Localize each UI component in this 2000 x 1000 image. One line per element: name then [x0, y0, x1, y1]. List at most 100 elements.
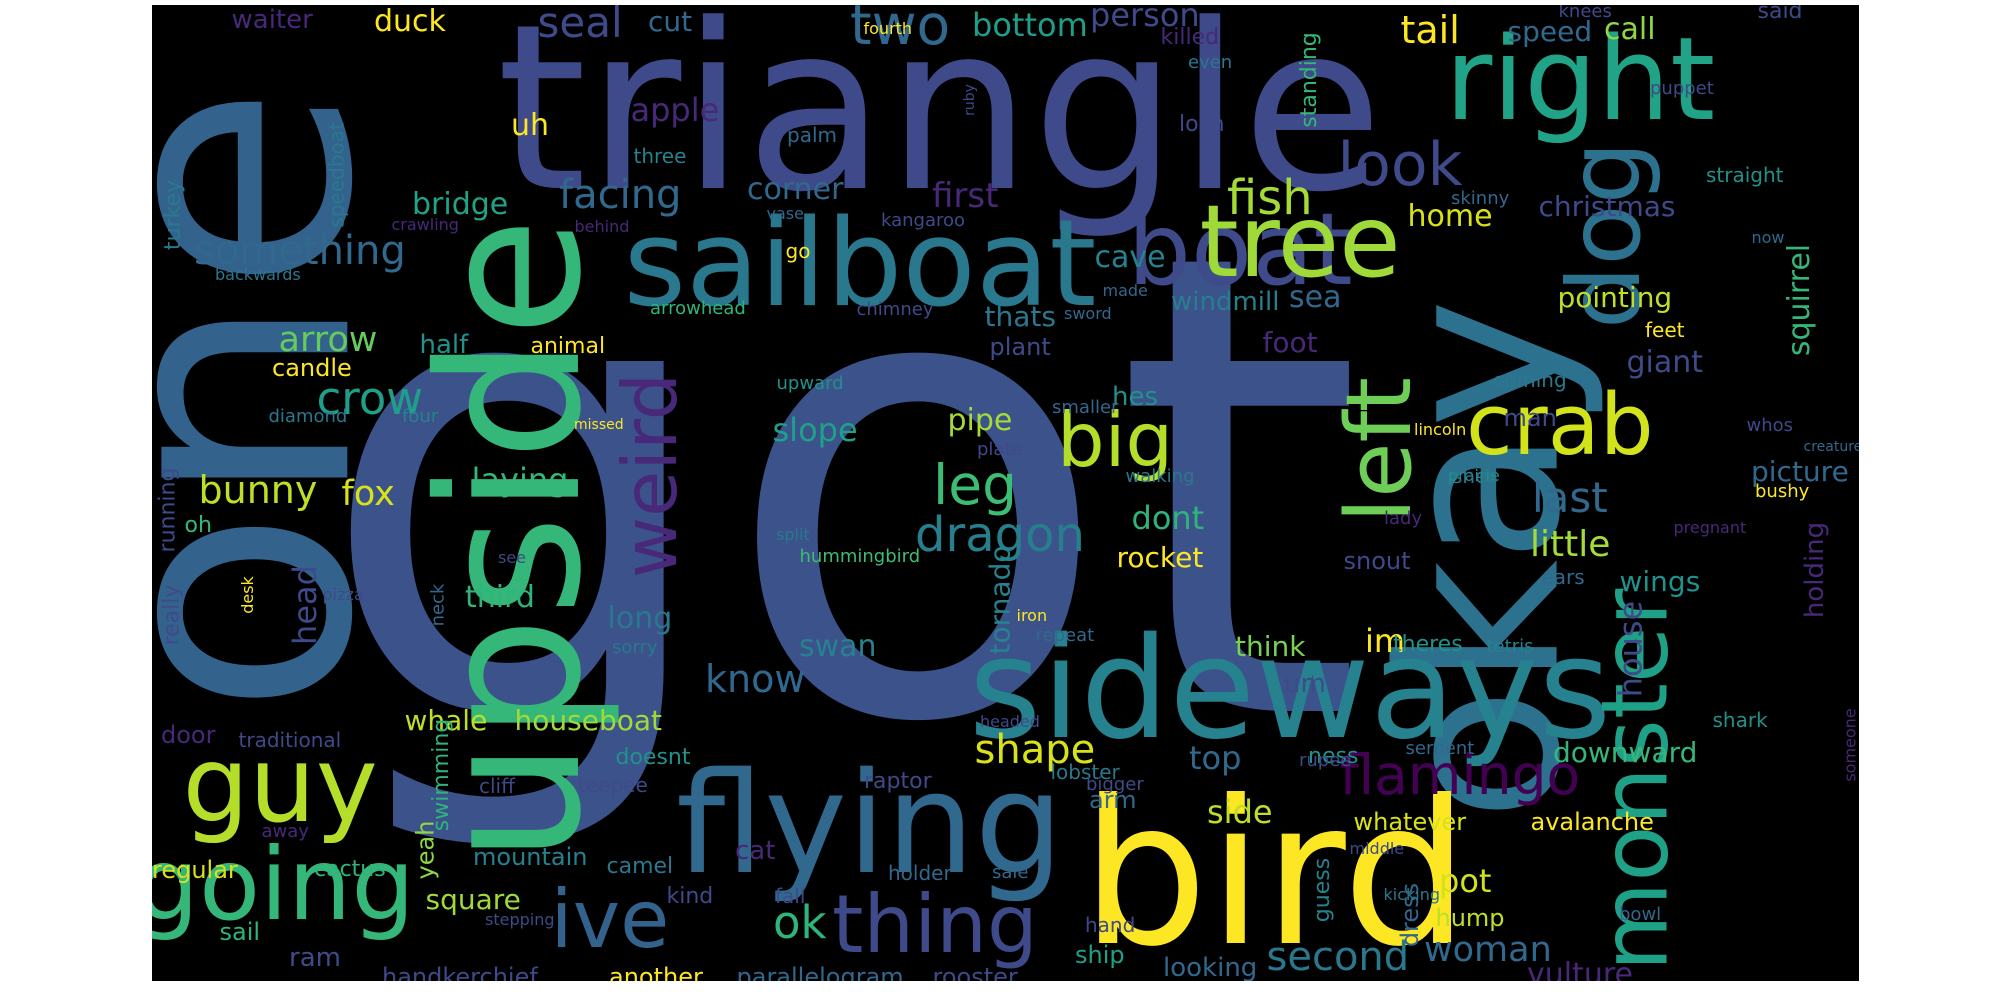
word-knees: knees [1558, 5, 1612, 22]
word-really: really [158, 584, 184, 646]
word-camel: camel [606, 854, 674, 879]
word-um: um [1284, 669, 1326, 699]
word-desk: desk [237, 576, 257, 614]
word-pregnant: pregnant [1673, 518, 1747, 537]
word-foot: foot [1262, 326, 1318, 359]
word-iron: iron [1016, 606, 1048, 625]
word-traditional: traditional [238, 728, 342, 752]
word-bowl: bowl [1619, 904, 1662, 925]
word-side: side [1207, 793, 1273, 831]
word-leg: leg [933, 452, 1018, 517]
word-away: away [261, 821, 309, 842]
word-facing: facing [559, 172, 682, 218]
word-holding: holding [1800, 521, 1831, 619]
word-arrow: arrow [278, 319, 378, 360]
word-mountain: mountain [473, 843, 588, 871]
word-call: call [1604, 12, 1656, 47]
word-rocket: rocket [1116, 541, 1204, 574]
word-ram: ram [289, 943, 341, 973]
word-speedboat: speedboat [324, 122, 349, 228]
word-raptor: raptor [864, 769, 932, 794]
word-palm: palm [787, 123, 837, 147]
word-swan: swan [799, 629, 877, 664]
word-sorry: sorry [612, 637, 658, 658]
word-houseboat: houseboat [514, 704, 662, 737]
word-cut: cut [648, 5, 693, 38]
word-bushy: bushy [1755, 481, 1810, 502]
word-smaller: smaller [1052, 397, 1119, 418]
word-ok: ok [773, 895, 827, 949]
word-puppet: puppet [1650, 78, 1714, 99]
word-whatever: whatever [1353, 808, 1467, 836]
word-whale: whale [404, 704, 488, 737]
word-second: second [1266, 934, 1410, 980]
word-corner: corner [747, 172, 844, 207]
word-ness: ness [1308, 744, 1359, 769]
word-repeat: repeat [1035, 625, 1095, 646]
word-arrowhead: arrowhead [650, 298, 746, 319]
word-last: last [1532, 473, 1608, 522]
word-missed: missed [574, 417, 624, 433]
word-slope: slope [772, 411, 858, 449]
word-chimney: chimney [856, 299, 934, 320]
word-half: half [419, 330, 469, 360]
word-crab: crab [1466, 375, 1654, 475]
word-plant: plant [989, 333, 1051, 361]
word-vulture: vulture [1527, 957, 1634, 982]
word-head: head [285, 565, 324, 645]
word-whos: whos [1746, 415, 1794, 436]
word-made: made [1102, 281, 1148, 300]
word-behind: behind [574, 217, 630, 236]
word-triangle: triangle [496, 5, 1384, 243]
word-seal: seal [537, 5, 623, 47]
word-avalanche: avalanche [1530, 808, 1654, 836]
word-rupee: rupee [1299, 750, 1352, 771]
word-see: see [498, 548, 527, 567]
word-loch: loch [1179, 112, 1225, 137]
word-someone: someone [1840, 708, 1859, 782]
word-know: know [705, 657, 806, 701]
word-neck: neck [426, 583, 448, 627]
word-teepee: teepee [578, 773, 648, 797]
word-serpent: serpent [1405, 738, 1475, 759]
word-now: now [1751, 228, 1785, 247]
word-upward: upward [776, 373, 844, 394]
word-speed: speed [1507, 15, 1593, 48]
word-think: think [1235, 630, 1306, 663]
word-skinny: skinny [1451, 188, 1510, 209]
word-woman: woman [1424, 929, 1552, 970]
word-tail: tail [1400, 8, 1460, 52]
word-tree: tree [1199, 183, 1401, 300]
word-cactus: cactus [314, 857, 386, 882]
word-fourth: fourth [863, 19, 913, 38]
word-tetris: tetris [1486, 636, 1534, 657]
word-rooster: rooster [932, 963, 1018, 981]
word-ears: ears [1541, 565, 1585, 589]
word-regular: regular [152, 856, 238, 884]
word-home: home [1407, 199, 1493, 234]
word-swimming: swimming [429, 718, 455, 832]
word-going: going [152, 826, 415, 943]
word-little: little [1530, 524, 1611, 565]
word-said: said [1757, 5, 1803, 24]
word-hand: hand [1085, 913, 1136, 937]
word-ship: ship [1075, 941, 1125, 969]
word-diamond: diamond [268, 406, 348, 427]
word-bird: bird [1081, 758, 1470, 981]
word-sailboat: sailboat [623, 195, 1097, 334]
word-bridge: bridge [412, 187, 509, 222]
word-apple: apple [630, 91, 720, 129]
word-running: running [154, 467, 180, 553]
word-sea: sea [1289, 280, 1342, 315]
word-straight: straight [1706, 163, 1784, 187]
word-two: two [850, 5, 951, 57]
word-shark: shark [1712, 708, 1768, 732]
word-left: left [1326, 377, 1432, 523]
word-something: something [194, 228, 406, 274]
word-pot: pot [1439, 862, 1492, 900]
word-split: split [776, 525, 810, 544]
word-sideways: sideways [968, 608, 1612, 771]
word-animal: animal [530, 334, 606, 359]
word-headed: headed [980, 712, 1040, 731]
word-cloud: got one triangle okay upside bird sideways flyi… [152, 5, 1859, 981]
